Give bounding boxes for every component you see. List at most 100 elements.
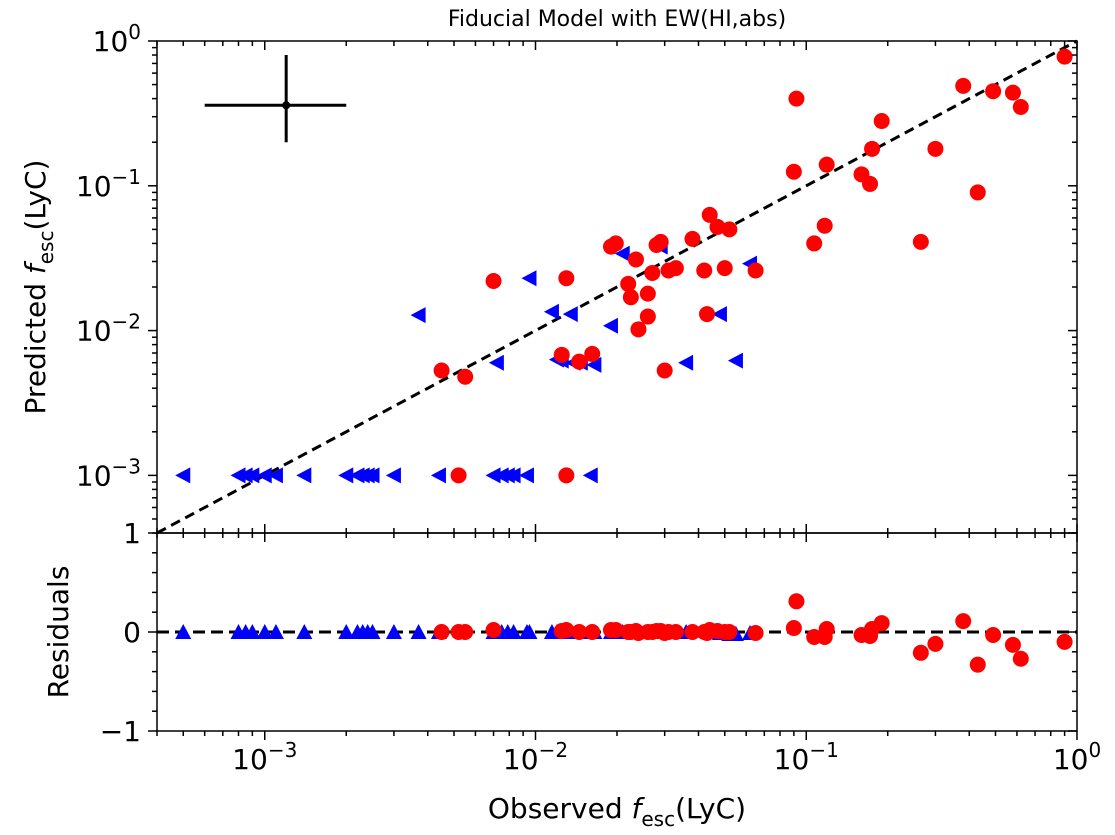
detection-marker bbox=[639, 308, 656, 325]
residuals-y-axis-label: Residuals bbox=[42, 566, 75, 699]
x-tick-label-base: 10 bbox=[774, 743, 810, 776]
residual-detection-marker bbox=[721, 624, 738, 640]
detection-marker bbox=[644, 264, 661, 281]
detection-marker bbox=[558, 270, 575, 287]
detection-marker bbox=[873, 113, 890, 130]
y-tick-label: 100 bbox=[93, 20, 141, 58]
detection-marker bbox=[1056, 48, 1073, 65]
residual-detection-marker bbox=[667, 624, 684, 640]
x-tick-label-exponent: −3 bbox=[268, 738, 297, 762]
main-y-axis-label: Predicted fesc(LyC) bbox=[19, 160, 58, 415]
y-tick-label-exponent: −1 bbox=[112, 165, 141, 189]
x-tick-label: 10−3 bbox=[232, 738, 297, 776]
y-tick-label-base: 10 bbox=[76, 170, 112, 203]
residual-upper-limit-marker bbox=[385, 624, 402, 639]
detection-marker bbox=[639, 285, 656, 302]
residual-detection-marker bbox=[747, 624, 764, 641]
detection-marker bbox=[955, 77, 972, 94]
detection-marker bbox=[862, 175, 879, 192]
upper-limit-marker bbox=[296, 467, 312, 484]
detection-marker bbox=[699, 306, 716, 323]
upper-limit-marker bbox=[678, 354, 694, 371]
residuals-plot-layer bbox=[157, 593, 1077, 673]
detection-marker bbox=[985, 83, 1002, 100]
residual-detection-marker bbox=[1056, 633, 1073, 650]
error-bar-center bbox=[282, 101, 291, 110]
y-tick-label-exponent: −3 bbox=[112, 454, 141, 478]
y-tick-label: 10−2 bbox=[76, 310, 141, 348]
detection-marker bbox=[816, 217, 833, 234]
residual-upper-limit-marker bbox=[296, 624, 313, 639]
x-tick-label: 10−1 bbox=[774, 738, 839, 776]
residual-y-tick-label: −1 bbox=[100, 715, 141, 748]
upper-limit-marker bbox=[562, 306, 578, 323]
x-axis-label: Observed fesc(LyC) bbox=[488, 792, 746, 831]
upper-limit-marker bbox=[521, 270, 537, 287]
detection-marker bbox=[701, 206, 718, 223]
upper-limit-marker bbox=[338, 467, 354, 484]
residual-detection-marker bbox=[584, 624, 601, 640]
detection-marker bbox=[969, 184, 986, 201]
detection-marker bbox=[747, 262, 764, 279]
detection-marker bbox=[630, 321, 647, 338]
detection-marker bbox=[788, 90, 805, 107]
detection-marker bbox=[721, 221, 738, 238]
detection-marker bbox=[652, 233, 669, 250]
detection-marker bbox=[785, 163, 802, 180]
main-plot-layer bbox=[156, 39, 1078, 535]
residual-detection-marker bbox=[788, 593, 805, 610]
y-tick-label-base: 10 bbox=[76, 459, 112, 492]
residual-y-tick-label: 0 bbox=[123, 616, 141, 649]
upper-limit-marker bbox=[586, 356, 602, 373]
detection-marker bbox=[558, 467, 575, 484]
detection-marker bbox=[622, 289, 639, 306]
upper-limit-marker bbox=[543, 303, 559, 320]
residual-detection-marker bbox=[927, 635, 944, 652]
upper-limit-marker bbox=[256, 467, 272, 484]
detection-marker bbox=[912, 233, 929, 250]
residual-upper-limit-marker bbox=[175, 624, 192, 639]
upper-limit-marker bbox=[267, 467, 283, 484]
upper-limit-marker bbox=[518, 467, 534, 484]
residual-detection-marker bbox=[955, 613, 972, 630]
x-tick-label-exponent: 0 bbox=[1088, 738, 1101, 762]
upper-limit-marker bbox=[175, 467, 191, 484]
residual-detection-marker bbox=[571, 624, 588, 640]
residual-detection-marker bbox=[818, 621, 835, 638]
y-tick-label-base: 10 bbox=[93, 25, 129, 58]
y-tick-label-exponent: 0 bbox=[128, 20, 141, 44]
residual-detection-marker bbox=[607, 622, 624, 639]
detection-marker bbox=[716, 260, 733, 277]
upper-limit-marker bbox=[505, 467, 521, 484]
detection-marker bbox=[696, 262, 713, 279]
detection-marker bbox=[450, 467, 467, 484]
residual-detection-marker bbox=[985, 626, 1002, 643]
residual-upper-limit-marker bbox=[267, 624, 284, 639]
detection-marker bbox=[1012, 99, 1029, 116]
residual-upper-limit-marker bbox=[338, 624, 355, 639]
residual-detection-marker bbox=[457, 624, 474, 640]
residual-detection-marker bbox=[433, 624, 450, 640]
upper-limit-marker bbox=[385, 467, 401, 484]
residual-detection-marker bbox=[1004, 636, 1021, 653]
detection-marker bbox=[571, 353, 588, 370]
upper-limit-marker bbox=[727, 352, 743, 369]
detection-marker bbox=[656, 362, 673, 379]
detection-marker bbox=[584, 345, 601, 362]
upper-limit-marker bbox=[244, 467, 260, 484]
upper-limit-marker bbox=[614, 245, 630, 262]
x-tick-label-exponent: −1 bbox=[809, 738, 838, 762]
typical-error-bar bbox=[204, 55, 347, 143]
detection-marker bbox=[806, 235, 823, 252]
chart-title: Fiducial Model with EW(HI,abs) bbox=[448, 7, 786, 32]
residual-detection-marker bbox=[912, 644, 929, 661]
residual-upper-limit-marker bbox=[244, 624, 261, 639]
detection-marker bbox=[433, 362, 450, 379]
upper-limit-marker bbox=[488, 354, 504, 371]
detection-marker bbox=[553, 346, 570, 363]
residual-upper-limit-marker bbox=[505, 624, 522, 639]
residual-upper-limit-marker bbox=[256, 624, 273, 639]
residual-detection-marker bbox=[485, 622, 502, 639]
